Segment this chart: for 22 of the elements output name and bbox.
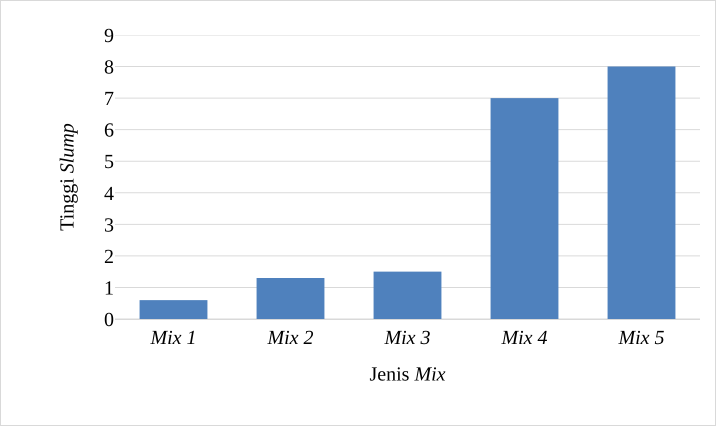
y-tick-label: 1 (104, 277, 114, 300)
y-tick-label: 6 (104, 120, 114, 142)
x-tick-label: Mix 1 (149, 327, 197, 349)
x-tick-label: Mix 4 (500, 327, 548, 349)
bar (608, 66, 676, 319)
y-tick-label: 7 (104, 88, 114, 110)
y-tick-label: 4 (104, 182, 114, 205)
x-tick-label: Mix 2 (266, 327, 314, 349)
y-tick-label: 3 (104, 214, 114, 236)
y-tick-label: 8 (104, 56, 114, 79)
bar (374, 272, 442, 319)
x-axis-title: Jenis Mix (369, 364, 446, 386)
bar (140, 300, 208, 319)
y-axis-title: Tinggi Slump (56, 123, 78, 231)
y-tick-label: 2 (104, 246, 114, 268)
bar (490, 98, 558, 319)
y-tick-label: 9 (104, 25, 114, 47)
x-tick-label: Mix 3 (383, 327, 431, 349)
y-tick-label: 5 (104, 151, 114, 174)
x-tick-label: Mix 5 (617, 327, 665, 349)
y-tick-label: 0 (104, 309, 114, 331)
bar (256, 278, 324, 319)
